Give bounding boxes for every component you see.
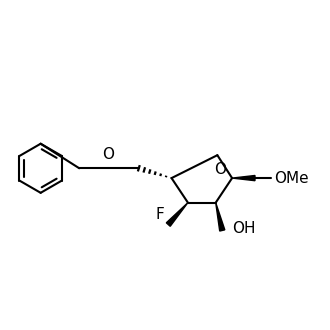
Text: O: O bbox=[214, 162, 226, 178]
Text: OMe: OMe bbox=[274, 171, 309, 185]
Polygon shape bbox=[166, 203, 188, 226]
Polygon shape bbox=[232, 176, 255, 181]
Text: F: F bbox=[156, 207, 164, 222]
Text: OH: OH bbox=[232, 221, 255, 236]
Text: O: O bbox=[102, 147, 114, 162]
Polygon shape bbox=[216, 203, 225, 231]
